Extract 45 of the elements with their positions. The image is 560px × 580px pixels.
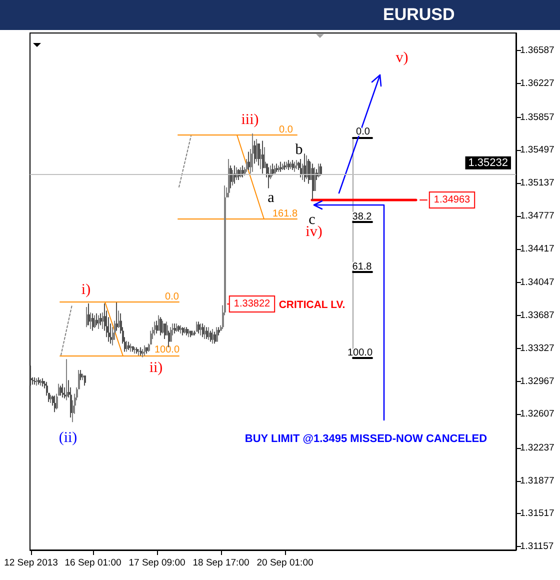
annotation: 1.33822 xyxy=(234,298,271,310)
x-tick-label: 16 Sep 01:00 xyxy=(64,558,122,568)
annotation: iii) xyxy=(241,112,259,128)
y-tick-label: 1.31157 xyxy=(520,541,554,552)
y-tick-label: 1.32967 xyxy=(520,376,554,387)
annotation: b xyxy=(295,142,303,158)
annotation: ii) xyxy=(149,360,163,376)
y-tick-label: 1.34777 xyxy=(520,210,554,222)
y-tick-label: 1.36227 xyxy=(520,78,554,90)
candlestick xyxy=(30,365,32,386)
annotation: 0.0 xyxy=(279,124,294,136)
y-tick-label: 1.31877 xyxy=(520,475,554,486)
y-tick-label: 1.32237 xyxy=(520,442,554,454)
annotation: 100.0 xyxy=(154,344,180,356)
x-tick-label: 20 Sep 01:00 xyxy=(256,558,314,568)
candlestick xyxy=(116,302,118,331)
annotation: CRITICAL LV. xyxy=(278,299,346,311)
y-tick-label: 1.31517 xyxy=(520,508,554,520)
y-tick-label: 1.33327 xyxy=(520,342,554,354)
y-tick-label: 1.35857 xyxy=(520,112,554,123)
y-tick-label: 1.35137 xyxy=(520,178,554,189)
annotation: 61.8 xyxy=(352,262,372,272)
annotation: 1.34963 xyxy=(434,194,471,206)
ref-line-label: 1.35232 xyxy=(468,156,508,169)
y-tick-label: 1.35497 xyxy=(520,144,554,156)
y-tick-label: 1.34047 xyxy=(520,277,554,288)
annotation: 38.2 xyxy=(352,212,372,222)
annotation: v) xyxy=(396,50,408,66)
annotation: BUY LIMIT @1.3495 MISSED-NOW CANCELED xyxy=(244,433,488,445)
annotation: 161.8 xyxy=(272,208,298,220)
annotation: (ii) xyxy=(58,430,78,446)
candlestick xyxy=(64,387,66,398)
y-tick-label: 1.33687 xyxy=(520,310,554,322)
annotation: a xyxy=(268,190,275,206)
x-tick-label: 12 Sep 2013 xyxy=(4,558,58,568)
y-tick-label: 1.36587 xyxy=(520,45,554,56)
chart-title: EURUSD xyxy=(0,0,560,30)
y-tick-label: 1.34417 xyxy=(520,243,554,254)
x-tick-label: 17 Sep 09:00 xyxy=(128,558,186,568)
annotation: 0.0 xyxy=(165,292,180,302)
x-tick-label: 18 Sep 17:00 xyxy=(192,558,250,568)
annotation: i) xyxy=(81,282,91,298)
candlestick xyxy=(66,359,68,400)
y-tick-label: 1.32607 xyxy=(520,408,554,420)
annotation: 100.0 xyxy=(347,348,373,358)
